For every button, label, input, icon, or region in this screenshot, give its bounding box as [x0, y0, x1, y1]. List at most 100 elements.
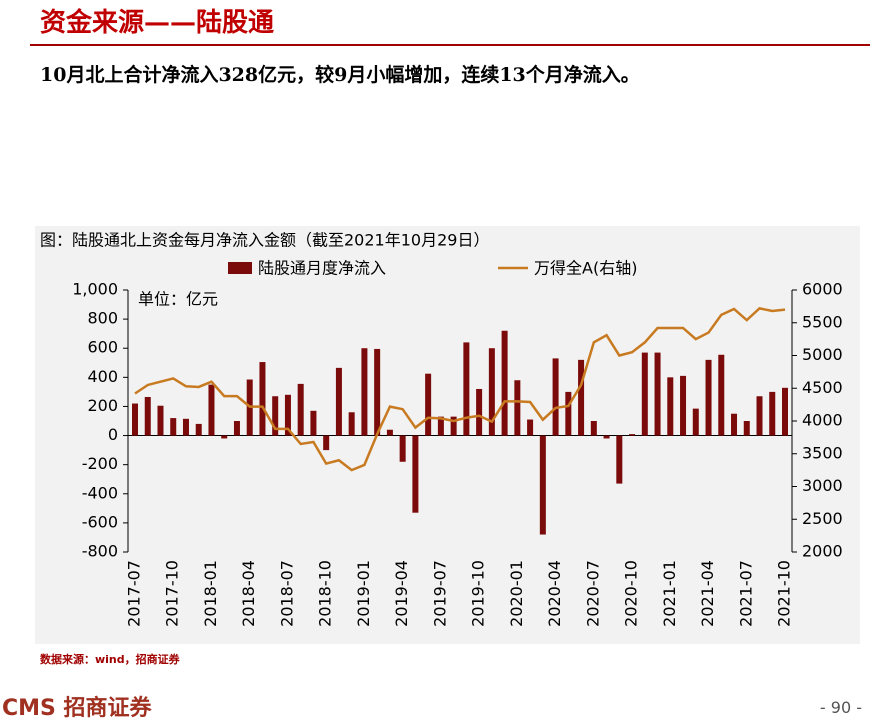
bar — [259, 362, 266, 436]
bar — [170, 418, 177, 436]
chart-title: 图：陆股通北上资金每月净流入金额（截至2021年10月29日） — [40, 231, 489, 250]
bar — [756, 396, 763, 436]
title-rule — [30, 44, 870, 46]
x-tick-label: 2021-07 — [736, 560, 755, 627]
bar — [233, 421, 240, 436]
x-tick-label: 2021-04 — [698, 560, 717, 627]
bar — [335, 367, 342, 436]
legend-label: 万得全A(右轴) — [534, 259, 637, 278]
x-tick-label: 2019-04 — [392, 560, 411, 627]
bar — [667, 377, 674, 436]
bar — [386, 429, 393, 436]
bar — [769, 391, 776, 436]
page-number: - 90 - — [819, 698, 862, 717]
bar — [450, 416, 457, 436]
y2-tick-label: 3000 — [802, 476, 843, 495]
y-tick-label: 800 — [87, 309, 118, 328]
x-tick-label: 2018-04 — [239, 560, 258, 627]
bar — [195, 423, 202, 436]
x-tick-label: 2020-04 — [545, 560, 564, 627]
x-tick-label: 2017-10 — [163, 560, 182, 627]
bar — [654, 352, 661, 436]
bar — [144, 396, 151, 436]
y-tick-label: 400 — [87, 367, 118, 386]
bar — [132, 403, 138, 436]
x-tick-label: 2019-10 — [469, 560, 488, 627]
x-tick-label: 2019-01 — [354, 560, 373, 627]
bar — [782, 387, 788, 436]
bar — [182, 418, 189, 436]
y-tick-label: -400 — [82, 483, 118, 502]
logo: CMS 招商证券 — [2, 696, 152, 721]
y2-tick-label: 2500 — [802, 509, 843, 528]
bar — [718, 354, 725, 436]
x-tick-label: 2017-07 — [125, 560, 144, 627]
subtitle: 10月北上合计净流入328亿元，较9月小幅增加，连续13个月净流入。 — [40, 64, 640, 86]
bar — [514, 380, 521, 436]
bar — [399, 435, 406, 462]
bar — [552, 358, 559, 436]
line — [134, 306, 786, 472]
bar — [527, 419, 534, 436]
y-tick-label: -600 — [82, 512, 118, 531]
bar — [310, 410, 317, 436]
bar — [374, 348, 381, 436]
bar — [501, 330, 508, 436]
bar — [476, 388, 483, 436]
x-tick-label: 2018-01 — [201, 560, 220, 627]
y2-tick-label: 6000 — [802, 280, 843, 299]
bar — [680, 375, 687, 436]
source: 数据来源：wind，招商证券 — [40, 653, 180, 666]
bar — [208, 384, 215, 436]
bar — [348, 412, 355, 436]
x-tick-label: 2021-10 — [775, 560, 794, 627]
y2-tick-label: 5500 — [802, 312, 843, 331]
y-tick-label: 0 — [108, 425, 118, 444]
bar — [323, 435, 330, 451]
y-tick-label: 1,000 — [72, 280, 118, 299]
y2-tick-label: 5000 — [802, 345, 843, 364]
y-tick-label: -800 — [82, 542, 118, 561]
bar — [437, 416, 444, 436]
x-tick-label: 2018-07 — [277, 560, 296, 627]
y-tick-label: 200 — [87, 396, 118, 415]
bar — [743, 421, 750, 436]
y-tick-label: 600 — [87, 338, 118, 357]
y2-tick-label: 2000 — [802, 542, 843, 561]
x-tick-label: 2019-07 — [430, 560, 449, 627]
bar — [565, 391, 572, 436]
x-tick-label: 2020-07 — [583, 560, 602, 627]
page-title: 资金来源——陆股通 — [40, 8, 275, 38]
y2-tick-label: 4500 — [802, 378, 843, 397]
bar — [629, 434, 636, 436]
bar — [731, 413, 738, 436]
bar — [692, 408, 699, 436]
bar — [361, 348, 368, 436]
bar — [221, 435, 228, 439]
legend-swatch — [228, 262, 252, 274]
bar — [297, 383, 304, 436]
bar — [705, 359, 712, 436]
bar — [641, 352, 648, 436]
bar — [463, 342, 470, 436]
legend-label: 陆股通月度净流入 — [258, 259, 386, 278]
bar — [603, 435, 610, 439]
bar — [590, 421, 597, 436]
x-tick-label: 2020-01 — [507, 560, 526, 627]
y2-tick-label: 3500 — [802, 443, 843, 462]
bar — [425, 373, 432, 436]
bar — [578, 359, 585, 436]
x-tick-label: 2020-10 — [622, 560, 641, 627]
y-tick-label: -200 — [82, 454, 118, 473]
x-tick-label: 2021-01 — [660, 560, 679, 627]
bar — [488, 348, 495, 436]
bar — [539, 435, 546, 535]
y2-tick-label: 4000 — [802, 411, 843, 430]
unit-annotation: 单位：亿元 — [138, 290, 218, 309]
x-tick-label: 2018-10 — [316, 560, 335, 627]
bar — [616, 435, 623, 484]
bar — [157, 405, 164, 436]
bar — [284, 394, 291, 436]
